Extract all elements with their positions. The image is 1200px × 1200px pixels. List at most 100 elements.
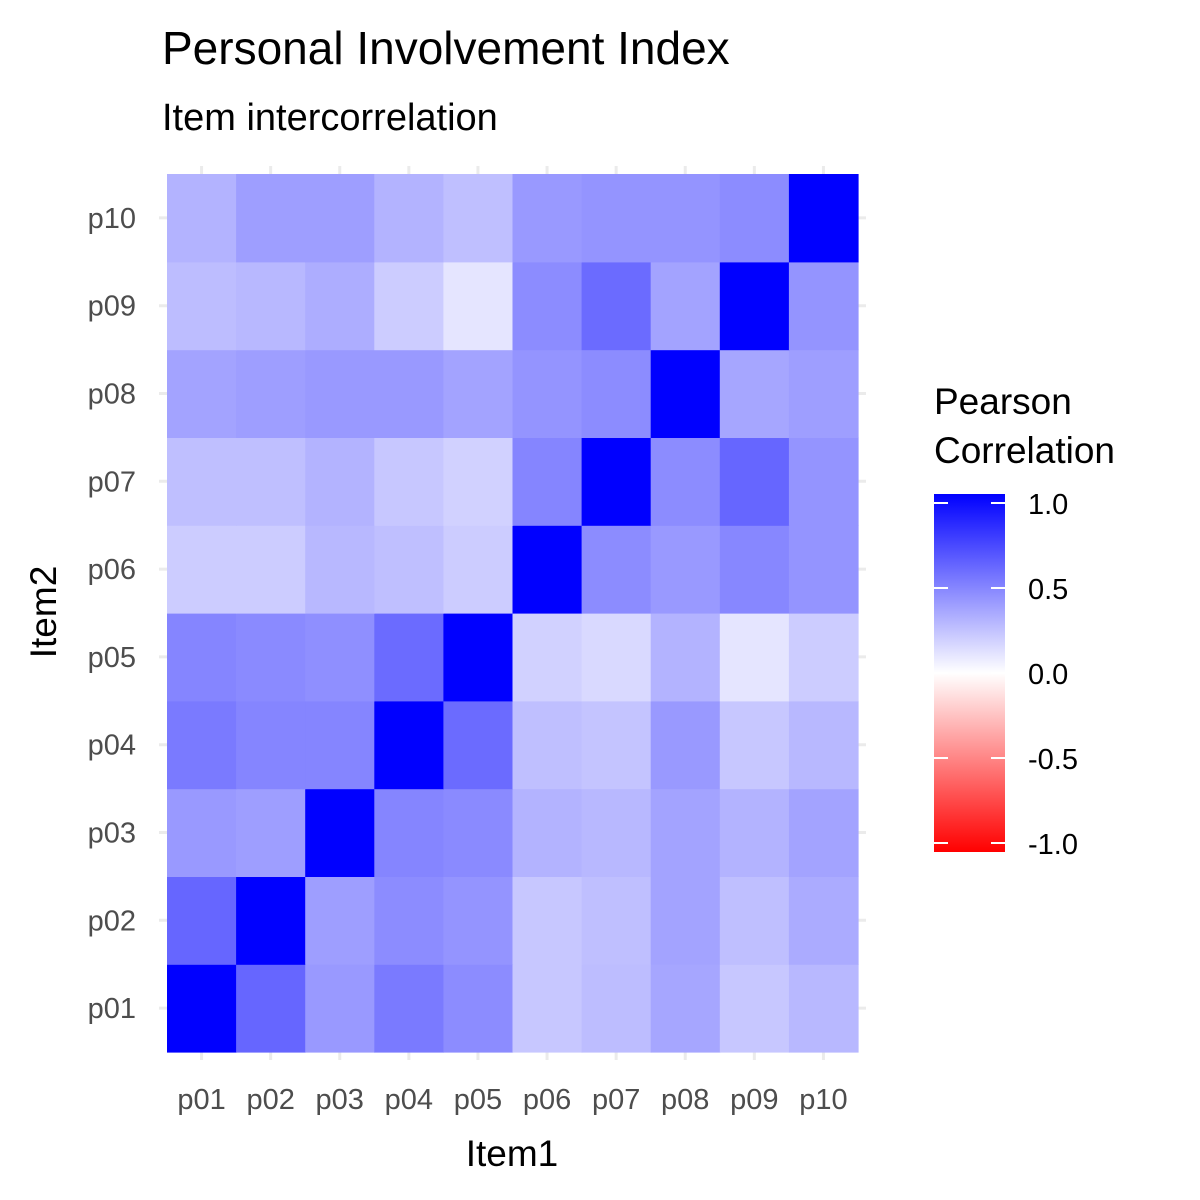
x-tick-label-p10: p10 — [799, 1084, 847, 1116]
heatmap-cell-p10-p07 — [788, 437, 859, 526]
heatmap-cell-p06-p08 — [512, 349, 583, 438]
y-tick-label-p06: p06 — [88, 554, 136, 586]
y-tick-label-p01: p01 — [88, 993, 136, 1025]
y-axis-ticks: p01 p02 p03 p04 p05 p06 p07 p08 p09 p10 — [88, 203, 136, 1025]
legend-label-0: 1.0 — [1028, 489, 1068, 521]
heatmap-cell-p02-p07 — [236, 437, 306, 526]
heatmap-cell-p07-p01 — [581, 964, 652, 1053]
y-tick-label-p03: p03 — [88, 818, 136, 850]
heatmap-cell-p04-p03 — [374, 788, 444, 877]
heatmap-cell-p04-p02 — [374, 876, 444, 965]
y-tick-label-p08: p08 — [88, 379, 136, 411]
heatmap-cell-p07-p03 — [581, 788, 652, 877]
heatmap-cell-p06-p07 — [512, 437, 583, 526]
heatmap-cell-p02-p04 — [236, 700, 306, 790]
heatmap-cell-p05-p08 — [443, 349, 514, 438]
heatmap-cell-p10-p02 — [788, 876, 859, 965]
heatmap-cell-p06-p06 — [512, 525, 583, 614]
legend-label-1: 0.5 — [1028, 574, 1068, 606]
heatmap-cell-p01-p01 — [167, 964, 237, 1053]
heatmap-cell-p09-p03 — [719, 788, 790, 877]
chart-title: Personal Involvement Index — [162, 22, 730, 74]
heatmap-cell-p07-p05 — [581, 613, 652, 702]
heatmap-cell-p06-p10 — [512, 174, 583, 263]
heatmap-cell-p03-p02 — [305, 876, 375, 965]
chart-subtitle: Item intercorrelation — [162, 97, 498, 139]
heatmap-cell-p04-p04 — [374, 700, 444, 790]
heatmap-cell-p09-p07 — [719, 437, 790, 526]
heatmap-cell-p05-p01 — [443, 964, 514, 1053]
heatmap-cell-p07-p02 — [581, 876, 652, 965]
heatmap-cell-p01-p08 — [167, 349, 237, 438]
heatmap-cell-p07-p10 — [581, 174, 652, 263]
heatmap-cell-p09-p04 — [719, 700, 790, 790]
heatmap-cell-p06-p03 — [512, 788, 583, 877]
heatmap-cell-p03-p05 — [305, 613, 375, 702]
y-tick-label-p04: p04 — [88, 730, 136, 762]
heatmap-cell-p02-p01 — [236, 964, 306, 1053]
heatmap-cell-p05-p07 — [443, 437, 514, 526]
heatmap-cell-p09-p10 — [719, 174, 790, 263]
heatmap-cell-p08-p05 — [650, 613, 721, 702]
heatmap-cell-p10-p01 — [788, 964, 859, 1053]
legend-title-line-2: Correlation — [934, 430, 1115, 471]
heatmap-cell-p03-p09 — [305, 261, 375, 351]
heatmap-cell-p06-p09 — [512, 261, 583, 351]
heatmap-cell-p08-p10 — [650, 174, 721, 263]
heatmap-cell-p02-p10 — [236, 174, 306, 263]
legend: Pearson Correlation 1.0 0.5 0.0 -0.5 -1.0 — [934, 381, 1115, 861]
heatmap-cell-p07-p04 — [581, 700, 652, 790]
x-tick-label-p02: p02 — [246, 1084, 294, 1116]
heatmap-cell-p10-p05 — [788, 613, 859, 702]
heatmap-cell-p02-p09 — [236, 261, 306, 351]
heatmap-cell-p04-p06 — [374, 525, 444, 614]
heatmap-cell-p01-p05 — [167, 613, 237, 702]
heatmap-cell-p03-p10 — [305, 174, 375, 263]
heatmap-cell-p05-p09 — [443, 261, 514, 351]
x-tick-label-p04: p04 — [385, 1084, 433, 1116]
heatmap-cell-p08-p01 — [650, 964, 721, 1053]
y-tick-label-p02: p02 — [88, 905, 136, 937]
heatmap-cell-p01-p04 — [167, 700, 237, 790]
heatmap-cell-p05-p10 — [443, 174, 514, 263]
heatmap-cell-p04-p08 — [374, 349, 444, 438]
heatmap-cell-p02-p08 — [236, 349, 306, 438]
heatmap-cell-p07-p07 — [581, 437, 652, 526]
heatmap-cell-p06-p05 — [512, 613, 583, 702]
heatmap-cell-p03-p07 — [305, 437, 375, 526]
heatmap-cell-p08-p02 — [650, 876, 721, 965]
heatmap-cell-p05-p02 — [443, 876, 514, 965]
x-tick-label-p08: p08 — [661, 1084, 709, 1116]
heatmap-cell-p01-p09 — [167, 261, 237, 351]
heatmap-cell-p06-p02 — [512, 876, 583, 965]
x-tick-label-p07: p07 — [592, 1084, 640, 1116]
x-tick-label-p09: p09 — [730, 1084, 778, 1116]
heatmap-cell-p01-p06 — [167, 525, 237, 614]
heatmap-cell-p03-p04 — [305, 700, 375, 790]
heatmap-cell-p10-p09 — [788, 261, 859, 351]
heatmap-cell-p04-p05 — [374, 613, 444, 702]
heatmap-cell-p07-p09 — [581, 261, 652, 351]
y-tick-label-p10: p10 — [88, 203, 136, 235]
heatmap-cell-p10-p08 — [788, 349, 859, 438]
x-tick-label-p05: p05 — [454, 1084, 502, 1116]
x-tick-label-p03: p03 — [316, 1084, 364, 1116]
heatmap-cell-p09-p02 — [719, 876, 790, 965]
heatmap-cell-p08-p07 — [650, 437, 721, 526]
legend-title-line-1: Pearson — [934, 381, 1072, 422]
heatmap-cell-p03-p08 — [305, 349, 375, 438]
heatmap-cell-p06-p01 — [512, 964, 583, 1053]
heatmap-cell-p08-p06 — [650, 525, 721, 614]
heatmap-cell-p01-p10 — [167, 174, 237, 263]
y-axis-title: Item2 — [23, 566, 64, 659]
heatmap-cell-p04-p07 — [374, 437, 444, 526]
heatmap-cell-p01-p02 — [167, 876, 237, 965]
heatmap-cell-p08-p04 — [650, 700, 721, 790]
x-tick-label-p01: p01 — [177, 1084, 225, 1116]
heatmap-cell-p04-p01 — [374, 964, 444, 1053]
y-tick-label-p09: p09 — [88, 291, 136, 323]
heatmap-cell-p08-p03 — [650, 788, 721, 877]
x-axis-title: Item1 — [466, 1133, 559, 1174]
heatmap-cell-p03-p06 — [305, 525, 375, 614]
